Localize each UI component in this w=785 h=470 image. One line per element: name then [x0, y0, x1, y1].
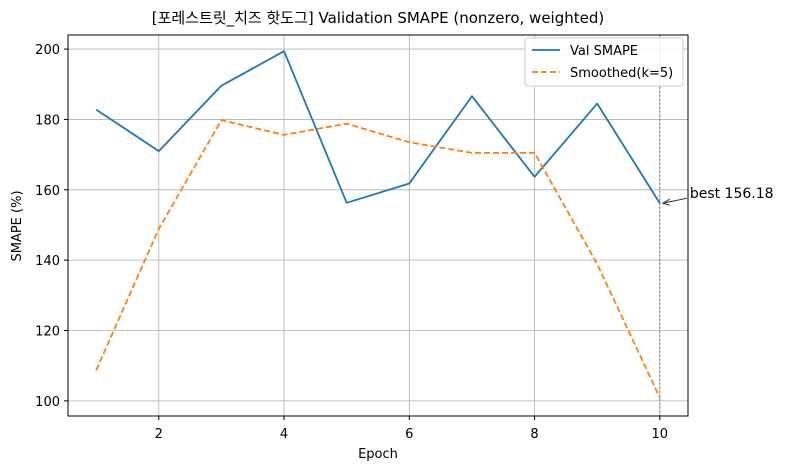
y-tick-label: 140 [35, 254, 60, 269]
y-tick-label: 200 [35, 43, 60, 58]
y-tick-label: 160 [35, 184, 60, 199]
y-tick-label: 120 [35, 325, 60, 340]
legend: Val SMAPE Smoothed(k=5) [524, 37, 684, 87]
plot-area-frame [67, 34, 689, 417]
legend-label-val-smape: Val SMAPE [570, 44, 638, 59]
x-axis-ticks: 2 4 6 8 10 [155, 416, 668, 442]
y-axis-ticks: 100 120 140 160 180 200 [35, 43, 68, 410]
legend-label-smoothed: Smoothed(k=5) [570, 66, 673, 81]
x-tick-label: 10 [652, 427, 669, 442]
x-tick-label: 6 [405, 427, 413, 442]
best-annotation-arrow [662, 197, 687, 204]
chart-title: [포레스트릿_치즈 핫도그] Validation SMAPE (nonzero… [152, 9, 604, 28]
best-annotation-label: best 156.18 [690, 186, 774, 202]
best-annotation-arrowhead [661, 198, 671, 206]
series-line-val-smape [95, 50, 661, 204]
x-axis-label: Epoch [358, 447, 398, 462]
y-tick-label: 100 [35, 395, 60, 410]
legend-box [524, 37, 684, 87]
x-tick-label: 4 [280, 427, 288, 442]
series-line-smoothed [95, 119, 661, 399]
series-layer [95, 50, 661, 399]
x-tick-label: 2 [155, 427, 163, 442]
best-annotation: best 156.18 [661, 186, 774, 206]
x-tick-label: 8 [530, 427, 538, 442]
y-axis-label: SMAPE (%) [10, 190, 25, 261]
y-tick-label: 180 [35, 113, 60, 128]
